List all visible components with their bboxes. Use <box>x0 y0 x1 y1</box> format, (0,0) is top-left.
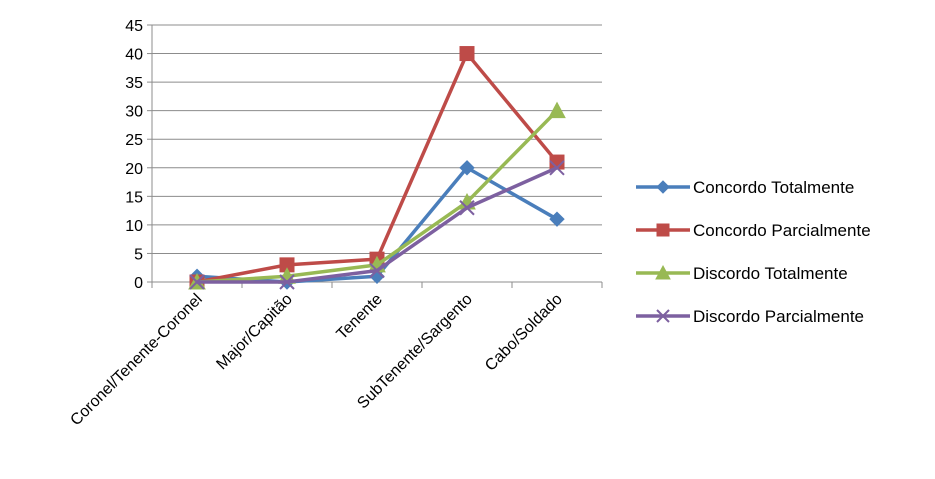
series-0 <box>189 160 565 290</box>
y-tick-label: 45 <box>125 18 143 35</box>
data-point-square <box>656 223 670 237</box>
data-point-x <box>656 309 670 323</box>
legend-item: Concordo Parcialmente <box>636 221 871 240</box>
data-point-triangle <box>548 101 566 119</box>
y-tick-label: 20 <box>125 161 143 178</box>
legend-label: Concordo Parcialmente <box>693 221 871 240</box>
y-tick-label: 40 <box>125 47 143 64</box>
data-point-x <box>279 274 295 290</box>
y-tick-label: 0 <box>134 275 143 292</box>
x-tick-label: Tenente <box>334 291 386 343</box>
axes <box>147 24 603 288</box>
data-point-diamond <box>459 160 475 176</box>
legend: Concordo Totalmente Concordo Parcialmente… <box>636 178 871 326</box>
y-tick-label: 15 <box>125 189 143 206</box>
data-point-x-stroke <box>459 200 475 216</box>
data-point-x <box>369 262 385 279</box>
data-point-x-stroke <box>189 274 205 290</box>
data-point-x-stroke <box>549 160 565 176</box>
data-point-x-stroke <box>656 309 670 323</box>
legend-label: Discordo Parcialmente <box>693 307 864 326</box>
legend-item: Discordo Totalmente <box>636 264 848 283</box>
y-tick-label: 25 <box>125 132 143 149</box>
data-point-square <box>459 46 475 62</box>
legend-item: Discordo Parcialmente <box>636 307 864 326</box>
data-point-x <box>459 200 475 216</box>
x-tick-label: Coronel/Tenente-Coronel <box>67 291 205 429</box>
y-tick-label: 5 <box>134 246 143 263</box>
data-point-diamond <box>656 180 670 194</box>
series-3 <box>189 160 565 290</box>
data-point-x-stroke <box>279 274 295 290</box>
data-point-x <box>549 160 565 176</box>
legend-label: Concordo Totalmente <box>693 178 854 197</box>
y-tick-label: 35 <box>125 75 143 92</box>
legend-item: Concordo Totalmente <box>636 178 854 197</box>
x-tick-label: Cabo/Soldado <box>482 291 566 375</box>
y-tick-labels: 0 5 10 15 20 25 30 35 40 45 <box>125 18 143 292</box>
data-point-diamond <box>549 211 565 227</box>
y-tick-label: 30 <box>125 104 143 121</box>
data-point-x <box>189 274 205 290</box>
series-lines <box>188 46 566 290</box>
y-tick-label: 10 <box>125 218 143 235</box>
data-point-x-stroke <box>369 262 385 279</box>
gridlines <box>152 24 602 254</box>
x-tick-label: Major/Capitão <box>213 291 296 374</box>
data-point-triangle <box>655 264 671 280</box>
legend-label: Discordo Totalmente <box>693 264 848 283</box>
x-tick-labels: Coronel/Tenente-Coronel Major/Capitão Tene… <box>67 291 566 430</box>
